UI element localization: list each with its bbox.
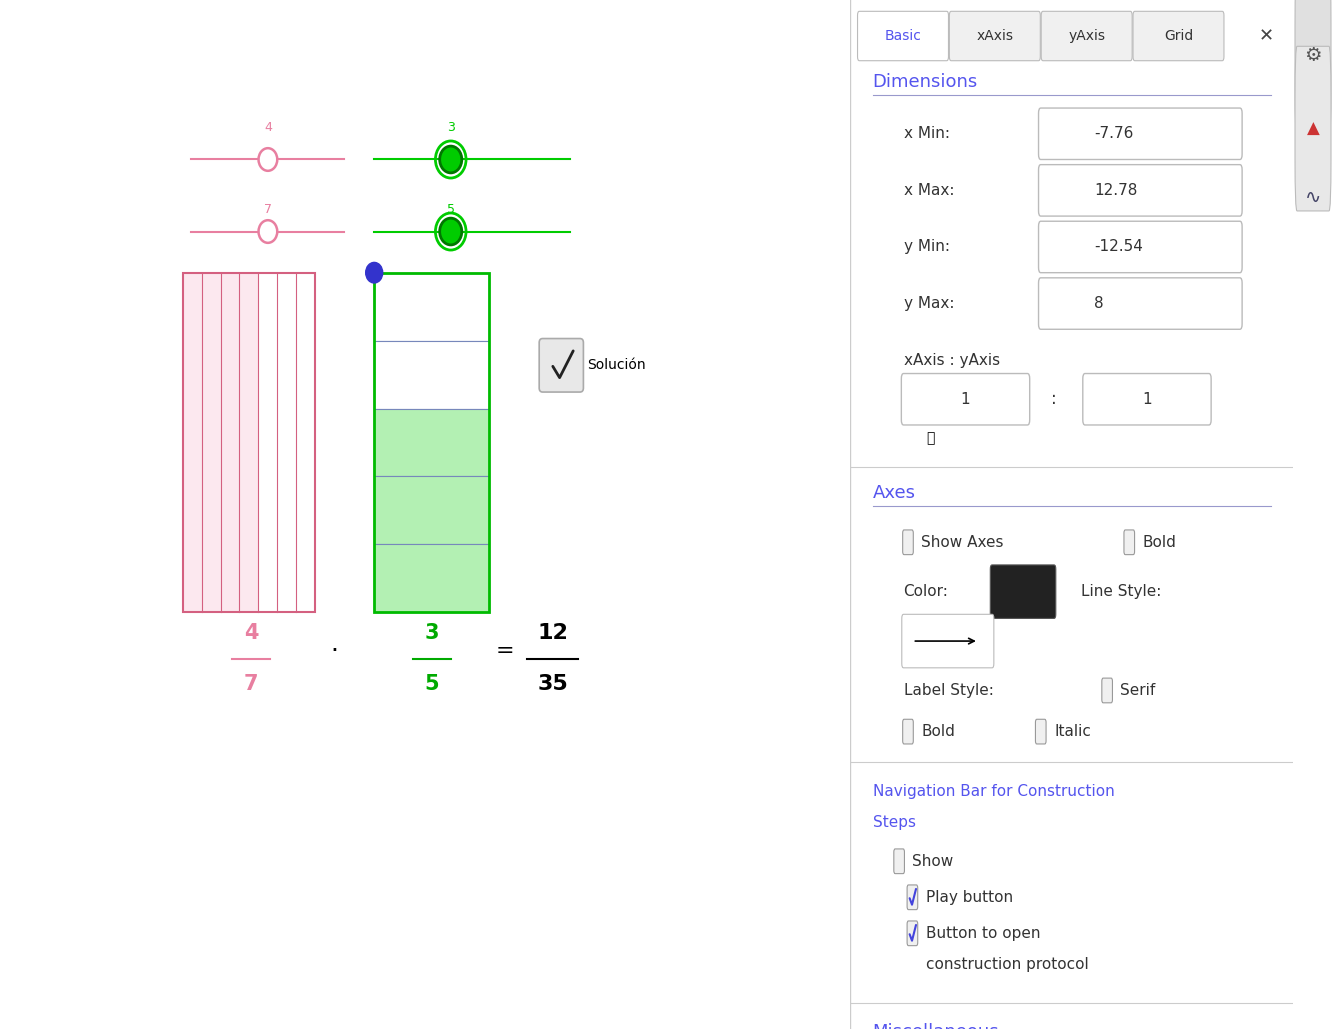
FancyBboxPatch shape xyxy=(906,921,917,946)
Text: 1: 1 xyxy=(961,392,970,406)
FancyBboxPatch shape xyxy=(1041,11,1132,61)
Text: Show Axes: Show Axes xyxy=(921,535,1004,549)
Text: 7: 7 xyxy=(244,674,259,694)
Bar xyxy=(375,476,489,544)
Text: xAxis : yAxis: xAxis : yAxis xyxy=(904,353,1000,367)
Text: Italic: Italic xyxy=(1054,724,1090,739)
Text: Axes: Axes xyxy=(873,484,916,502)
Bar xyxy=(375,341,489,409)
Circle shape xyxy=(259,148,277,171)
Bar xyxy=(375,409,489,476)
Circle shape xyxy=(440,146,461,173)
Text: :: : xyxy=(1052,390,1057,409)
Text: 4: 4 xyxy=(244,624,259,643)
FancyBboxPatch shape xyxy=(906,885,917,910)
Text: Play button: Play button xyxy=(925,890,1013,904)
Text: 3: 3 xyxy=(447,120,455,134)
Bar xyxy=(201,273,220,612)
Text: Solución: Solución xyxy=(587,358,645,372)
Text: Line Style:: Line Style: xyxy=(1081,584,1161,599)
Text: 8: 8 xyxy=(1094,296,1104,311)
Text: 35: 35 xyxy=(537,674,568,694)
FancyBboxPatch shape xyxy=(902,530,913,555)
Text: -7.76: -7.76 xyxy=(1094,127,1133,141)
Text: yAxis: yAxis xyxy=(1068,29,1105,43)
Text: Grid: Grid xyxy=(1164,29,1193,43)
Bar xyxy=(375,273,489,341)
Text: 12: 12 xyxy=(537,624,568,643)
Bar xyxy=(296,273,315,612)
Text: ▲: ▲ xyxy=(1306,119,1320,138)
FancyBboxPatch shape xyxy=(1294,0,1330,138)
Bar xyxy=(259,273,277,612)
Bar xyxy=(375,273,489,612)
Text: y Max:: y Max: xyxy=(904,296,954,311)
FancyBboxPatch shape xyxy=(901,374,1029,425)
Text: Bold: Bold xyxy=(1142,535,1177,549)
Text: 5: 5 xyxy=(425,674,440,694)
FancyBboxPatch shape xyxy=(539,339,584,392)
Text: x Max:: x Max: xyxy=(904,183,954,198)
Text: =: = xyxy=(496,641,515,662)
Text: 3: 3 xyxy=(425,624,440,643)
Text: 🔓: 🔓 xyxy=(926,431,934,446)
Text: y Min:: y Min: xyxy=(904,240,949,254)
Text: 7: 7 xyxy=(264,203,272,216)
Text: 5: 5 xyxy=(447,203,455,216)
Bar xyxy=(277,273,296,612)
FancyBboxPatch shape xyxy=(894,849,905,874)
Circle shape xyxy=(365,262,383,283)
Bar xyxy=(220,273,240,612)
Text: 1: 1 xyxy=(1142,392,1152,406)
FancyBboxPatch shape xyxy=(1102,678,1113,703)
FancyBboxPatch shape xyxy=(902,614,994,668)
Text: Color:: Color: xyxy=(904,584,949,599)
Bar xyxy=(183,273,201,612)
Text: Basic: Basic xyxy=(885,29,921,43)
Circle shape xyxy=(440,218,461,245)
Text: ∿: ∿ xyxy=(1305,188,1321,207)
Text: Steps: Steps xyxy=(873,815,916,829)
Text: Serif: Serif xyxy=(1121,683,1156,698)
Text: Show: Show xyxy=(912,854,953,868)
Text: ✕: ✕ xyxy=(1258,27,1274,45)
Text: Label Style:: Label Style: xyxy=(904,683,993,698)
Text: Dimensions: Dimensions xyxy=(873,73,978,92)
FancyBboxPatch shape xyxy=(902,719,913,744)
Text: ⚙: ⚙ xyxy=(1304,46,1322,65)
Circle shape xyxy=(259,220,277,243)
FancyBboxPatch shape xyxy=(1038,165,1242,216)
FancyBboxPatch shape xyxy=(1038,278,1242,329)
Text: Button to open: Button to open xyxy=(925,926,1040,941)
Text: construction protocol: construction protocol xyxy=(925,957,1089,971)
FancyBboxPatch shape xyxy=(1124,530,1134,555)
Bar xyxy=(240,273,259,612)
FancyBboxPatch shape xyxy=(857,11,949,61)
Text: xAxis: xAxis xyxy=(976,29,1013,43)
FancyBboxPatch shape xyxy=(1038,108,1242,159)
Text: x Min:: x Min: xyxy=(904,127,949,141)
Text: Bold: Bold xyxy=(921,724,956,739)
Text: 12.78: 12.78 xyxy=(1094,183,1137,198)
FancyBboxPatch shape xyxy=(949,11,1040,61)
Text: ·: · xyxy=(331,639,339,664)
Text: Miscellaneous: Miscellaneous xyxy=(873,1023,1000,1029)
FancyBboxPatch shape xyxy=(1036,719,1046,744)
FancyBboxPatch shape xyxy=(1082,374,1212,425)
Bar xyxy=(183,273,315,612)
FancyBboxPatch shape xyxy=(990,565,1056,618)
FancyBboxPatch shape xyxy=(1038,221,1242,273)
Text: -12.54: -12.54 xyxy=(1094,240,1142,254)
FancyBboxPatch shape xyxy=(1294,46,1330,211)
FancyBboxPatch shape xyxy=(1133,11,1224,61)
Text: 4: 4 xyxy=(264,120,272,134)
Text: Navigation Bar for Construction: Navigation Bar for Construction xyxy=(873,784,1114,799)
Bar xyxy=(375,544,489,612)
